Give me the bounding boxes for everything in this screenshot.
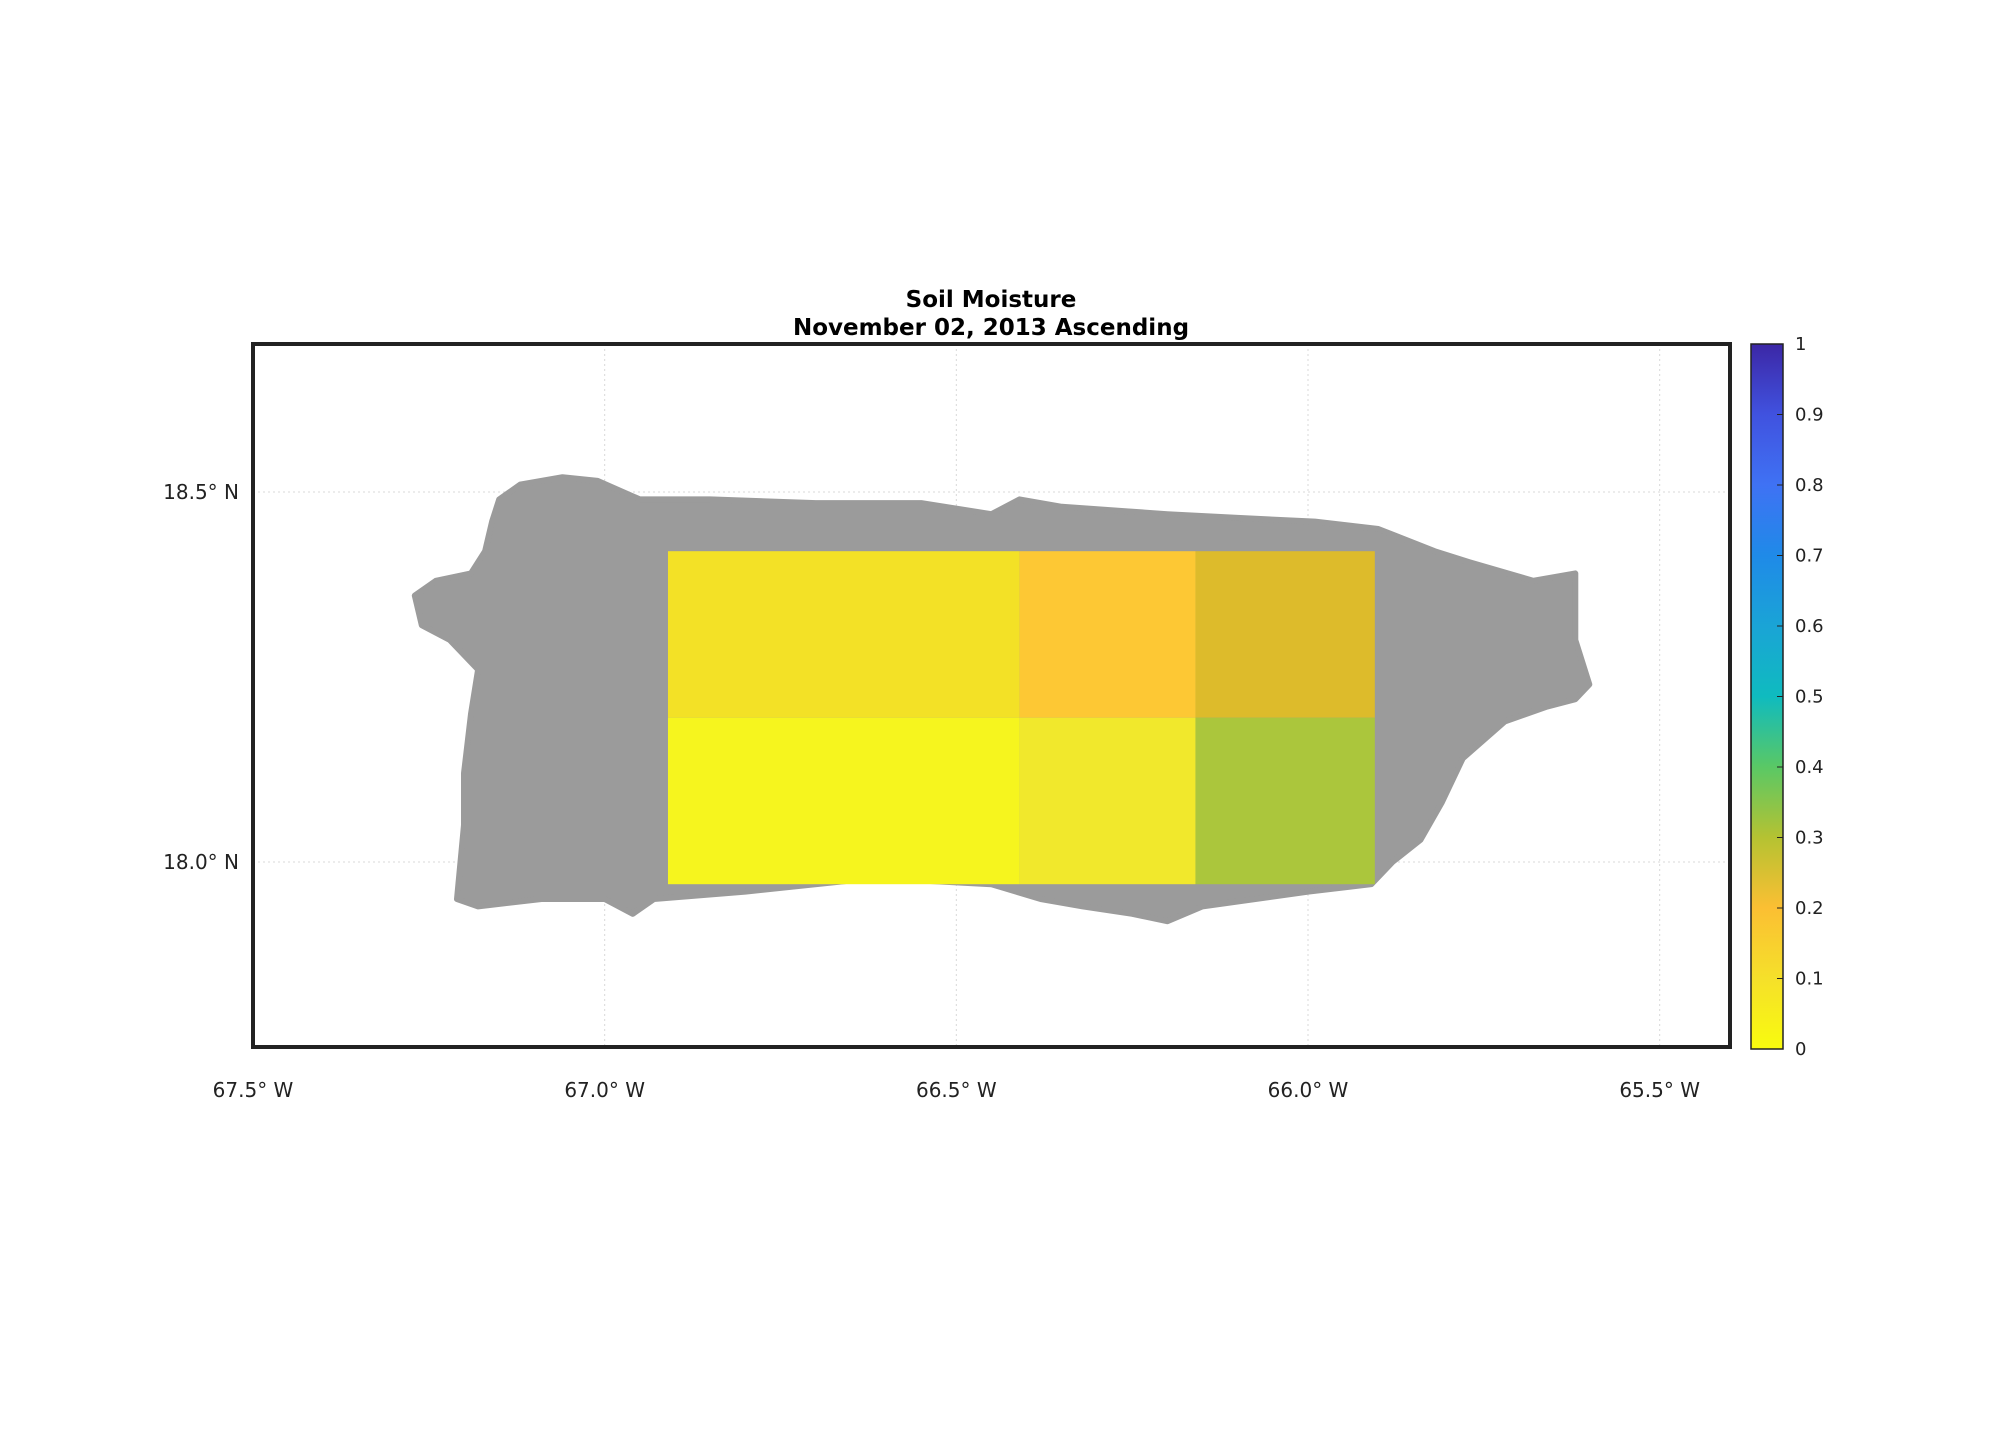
lon-tick-label-3: 66.0° W bbox=[1268, 1078, 1349, 1102]
colorbar-tick-label-1: 0.1 bbox=[1795, 969, 1824, 990]
lat-tick-label-1: 18.0° N bbox=[163, 850, 239, 874]
colorbar-tick-label-8: 0.8 bbox=[1795, 475, 1824, 496]
lat-tick-label-0: 18.5° N bbox=[163, 480, 239, 504]
map-title: Soil Moisture bbox=[906, 287, 1077, 313]
colorbar-tick-label-5: 0.5 bbox=[1795, 687, 1824, 708]
soil-moisture-cell-0 bbox=[667, 551, 1020, 718]
colorbar-tick-label-6: 0.6 bbox=[1795, 616, 1824, 637]
lon-tick-label-1: 67.0° W bbox=[564, 1078, 645, 1102]
soil-moisture-cell-2 bbox=[1195, 551, 1375, 718]
soil-moisture-cell-4 bbox=[1019, 717, 1196, 885]
colorbar-tick-label-2: 0.2 bbox=[1795, 898, 1824, 919]
soil-moisture-cell-3 bbox=[667, 717, 1020, 885]
lon-tick-label-4: 65.5° W bbox=[1619, 1078, 1700, 1102]
plot-frame bbox=[251, 342, 1732, 1049]
colorbar-tick-label-7: 0.7 bbox=[1795, 546, 1824, 567]
soil-moisture-cell-1 bbox=[1019, 551, 1196, 718]
colorbar-tick-labels: 0 0.1 0.2 0.3 0.4 0.5 0.6 0.7 0.8 0.9 1 bbox=[1777, 334, 1824, 1060]
lon-tick-label-2: 66.5° W bbox=[916, 1078, 997, 1102]
colorbar: 0 0.1 0.2 0.3 0.4 0.5 0.6 0.7 0.8 0.9 1 bbox=[1750, 334, 1824, 1060]
soil-moisture-cells bbox=[667, 551, 1375, 885]
colorbar-tick-label-10: 1 bbox=[1795, 334, 1806, 355]
longitude-tick-labels: 67.5° W 67.0° W 66.5° W 66.0° W 65.5° W bbox=[213, 1078, 1701, 1102]
map-subtitle: November 02, 2013 Ascending bbox=[793, 315, 1189, 341]
colorbar-tick-label-9: 0.9 bbox=[1795, 405, 1824, 426]
colorbar-tick-label-0: 0 bbox=[1795, 1039, 1806, 1060]
map-plot-area bbox=[253, 344, 1730, 1047]
colorbar-tick-label-3: 0.3 bbox=[1795, 828, 1824, 849]
colorbar-tick-label-4: 0.4 bbox=[1795, 757, 1824, 778]
latitude-tick-labels: 18.5° N 18.0° N bbox=[163, 480, 239, 874]
soil-moisture-cell-5 bbox=[1195, 717, 1375, 885]
lon-tick-label-0: 67.5° W bbox=[213, 1078, 294, 1102]
